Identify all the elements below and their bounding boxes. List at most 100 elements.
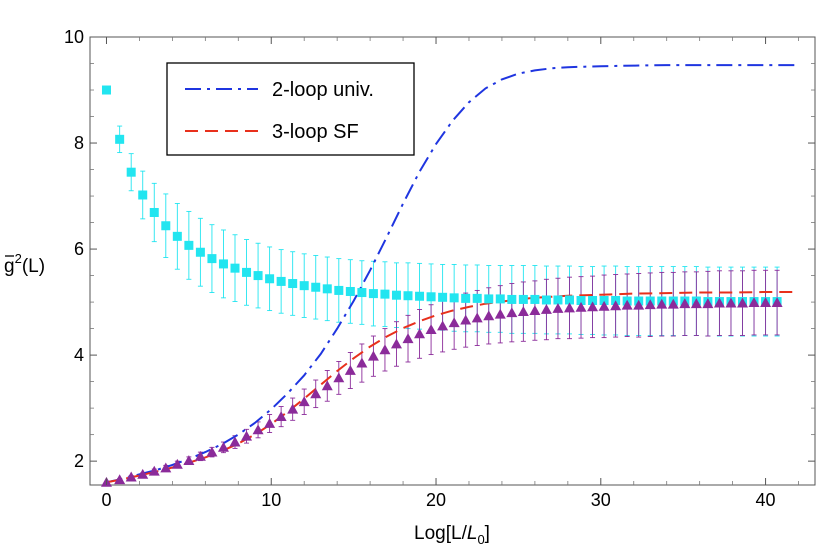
x-tick-label: 10 [261, 490, 281, 510]
data-point-triangle [137, 468, 149, 479]
data-point-square [288, 279, 298, 289]
data-point-square [138, 190, 148, 200]
data-point-triangle [702, 298, 714, 309]
data-point-square [426, 292, 436, 302]
series-lines [106, 64, 799, 484]
legend-entry-3-loop: 3-loop SF [272, 121, 359, 143]
data-point-triangle [171, 458, 183, 469]
axes: 0 10 20 30 40 2 4 6 8 10 [64, 27, 815, 510]
data-point-square [218, 259, 228, 269]
data-point-triangle [183, 455, 195, 466]
data-point-square [311, 282, 321, 292]
svg-text:g2(L): g2(L) [4, 251, 45, 277]
data-point-square [299, 281, 309, 291]
y-tick-label: 2 [74, 451, 84, 471]
data-point-triangle [575, 301, 587, 312]
data-point-triangle [390, 338, 402, 349]
data-point-square [345, 286, 355, 296]
data-point-square [380, 289, 390, 299]
data-point-triangle [517, 306, 529, 317]
data-point-square [484, 294, 494, 304]
data-point-square [588, 295, 598, 305]
x-tick-label: 40 [756, 490, 776, 510]
data-point-triangle [690, 298, 702, 309]
data-point-triangle [667, 298, 679, 309]
data-point-square [472, 293, 482, 303]
data-point-triangle [725, 297, 737, 308]
data-point-square [242, 267, 252, 277]
data-point-square [161, 221, 171, 231]
data-point-triangle [241, 430, 253, 441]
data-point-triangle [379, 344, 391, 355]
data-point-triangle [471, 312, 483, 323]
data-point-square [276, 276, 286, 286]
data-point-square [449, 293, 459, 303]
data-point-triangle [552, 302, 564, 313]
data-point-square [530, 294, 540, 304]
data-point-triangle [540, 304, 552, 314]
data-point-triangle [344, 364, 356, 375]
data-point-triangle [437, 320, 449, 331]
data-point-triangle [529, 305, 541, 315]
data-point-square [149, 207, 159, 217]
x-axis-label: Log[L/L0] [414, 523, 490, 547]
x-tick-label: 0 [101, 490, 111, 510]
data-point-triangle [275, 411, 287, 422]
data-point-triangle [563, 302, 575, 313]
y-axis-label: g2(L) [4, 251, 45, 277]
data-point-triangle [402, 333, 414, 344]
data-point-square [334, 285, 344, 295]
data-point-square [322, 284, 332, 294]
data-point-triangle [656, 298, 668, 309]
data-point-triangle [448, 317, 460, 328]
data-point-triangle [356, 357, 368, 368]
data-point-square [101, 85, 111, 95]
data-point-square [207, 254, 217, 264]
data-point-square [184, 240, 194, 250]
data-point-triangle [483, 310, 495, 321]
data-point-square [576, 295, 586, 305]
data-point-square [461, 293, 471, 303]
data-point-triangle [737, 297, 748, 308]
data-point-triangle [633, 299, 645, 310]
data-point-triangle [771, 297, 783, 308]
data-point-triangle [298, 396, 310, 407]
data-point-triangle [321, 380, 333, 391]
data-point-triangle [264, 417, 276, 428]
data-point-square [507, 294, 517, 304]
data-point-triangle [310, 388, 322, 399]
data-point-square [172, 231, 182, 241]
data-point-square [253, 271, 263, 281]
data-markers [100, 85, 783, 487]
data-point-triangle [506, 307, 518, 318]
data-point-square [230, 263, 240, 273]
data-point-square [265, 274, 275, 284]
data-point-square [541, 295, 551, 305]
y-tick-label: 6 [74, 239, 84, 259]
data-point-square [553, 295, 563, 305]
data-point-triangle [644, 299, 656, 310]
legend-entry-2-loop: 2-loop univ. [272, 79, 374, 101]
legend-box [166, 62, 415, 156]
data-point-triangle [760, 297, 772, 308]
data-point-triangle [679, 298, 691, 309]
data-point-square [495, 294, 505, 304]
data-point-square [564, 295, 574, 305]
data-point-square [599, 295, 609, 305]
data-point-triangle [194, 450, 206, 461]
data-point-triangle [425, 324, 437, 335]
data-point-square [357, 288, 367, 298]
series-line-0 [106, 64, 799, 484]
data-point-triangle [160, 462, 172, 473]
data-point-triangle [598, 300, 610, 311]
data-point-square [403, 291, 413, 301]
data-point-triangle [287, 403, 299, 414]
legend: 2-loop univ. 3-loop SF [166, 62, 415, 156]
data-point-triangle [414, 328, 426, 339]
data-point-square [368, 289, 378, 299]
data-point-square [391, 290, 401, 300]
data-point-triangle [494, 308, 506, 319]
data-point-triangle [367, 350, 379, 361]
data-point-square [126, 167, 136, 177]
